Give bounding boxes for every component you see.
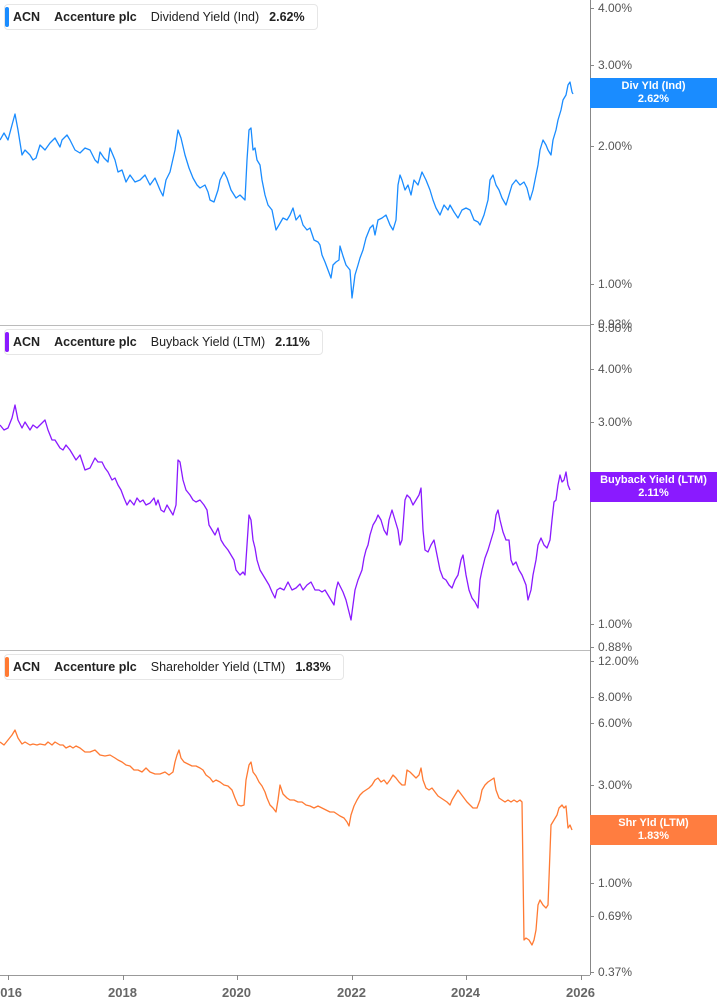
legend-dividend-yield[interactable]: ACN Accenture plc Dividend Yield (Ind) 2…: [4, 4, 318, 30]
x-tick-label: 2016: [0, 985, 22, 1000]
legend-metric: Buyback Yield (LTM): [150, 335, 266, 349]
dividend-yield-line: [0, 81, 574, 299]
y-tick: [590, 624, 594, 625]
y-tick: [590, 65, 594, 66]
y-tick: [590, 972, 594, 973]
x-tick-label: 2020: [222, 985, 251, 1000]
shareholder-yield-line: [0, 729, 573, 946]
y-tick-label: 5.00%: [598, 321, 633, 335]
panel-divider: [0, 650, 590, 651]
y-tick: [590, 8, 594, 9]
current-value-tag-shareholder: Shr Yld (LTM) 1.83%: [590, 815, 717, 845]
tag-value: 1.83%: [637, 830, 670, 842]
x-axis-line: [0, 975, 590, 976]
x-tick-label: 2026: [566, 985, 595, 1000]
tag-label: Shr Yld (LTM): [618, 817, 689, 829]
y-tick-label: 0.69%: [598, 909, 633, 923]
y-tick-label: 1.00%: [598, 876, 633, 890]
legend-ticker: ACN: [13, 10, 41, 24]
legend-ticker: ACN: [13, 335, 41, 349]
x-tick: [123, 975, 124, 980]
y-tick: [590, 369, 594, 370]
y-tick: [590, 324, 594, 325]
legend-company: Accenture plc: [54, 660, 137, 674]
panel-divider: [0, 325, 590, 326]
x-tick: [581, 975, 582, 980]
y-tick-label: 3.00%: [598, 778, 633, 792]
y-tick-label: 4.00%: [598, 1, 633, 15]
y-tick: [590, 146, 594, 147]
tag-label: Buyback Yield (LTM): [600, 474, 707, 486]
y-tick: [590, 661, 594, 662]
y-tick: [590, 723, 594, 724]
y-tick: [590, 883, 594, 884]
legend-value: 2.62%: [269, 10, 305, 24]
y-tick-label: 4.00%: [598, 362, 633, 376]
x-tick-label: 2022: [337, 985, 366, 1000]
series-color-swatch: [5, 332, 9, 352]
tag-label: Div Yld (Ind): [621, 80, 686, 92]
y-tick-label: 0.88%: [598, 640, 633, 654]
y-tick: [590, 697, 594, 698]
legend-metric: Shareholder Yield (LTM): [150, 660, 286, 674]
legend-metric: Dividend Yield (Ind): [150, 10, 260, 24]
legend-buyback-yield[interactable]: ACN Accenture plc Buyback Yield (LTM) 2.…: [4, 329, 323, 355]
y-tick-label: 8.00%: [598, 690, 633, 704]
legend-ticker: ACN: [13, 660, 41, 674]
y-tick-label: 1.00%: [598, 277, 633, 291]
y-tick-label: 1.00%: [598, 617, 633, 631]
series-color-swatch: [5, 657, 9, 677]
tag-value: 2.62%: [637, 93, 670, 105]
legend-company: Accenture plc: [54, 10, 137, 24]
y-tick-label: 0.93%: [598, 317, 633, 331]
x-tick: [8, 975, 9, 980]
y-tick: [590, 422, 594, 423]
y-tick-label: 6.00%: [598, 716, 633, 730]
series-color-swatch: [5, 7, 9, 27]
y-tick-label: 2.00%: [598, 139, 633, 153]
x-tick-label: 2024: [451, 985, 480, 1000]
current-value-tag-dividend: Div Yld (Ind) 2.62%: [590, 78, 717, 108]
tag-value: 2.11%: [638, 487, 669, 499]
legend-company: Accenture plc: [54, 335, 137, 349]
y-tick: [590, 785, 594, 786]
buyback-yield-line: [0, 404, 571, 621]
legend-value: 2.11%: [275, 335, 310, 349]
y-tick: [590, 916, 594, 917]
y-tick-label: 3.00%: [598, 415, 633, 429]
x-tick: [237, 975, 238, 980]
x-tick-label: 2018: [108, 985, 137, 1000]
y-tick: [590, 647, 594, 648]
y-tick-label: 0.37%: [598, 965, 633, 979]
x-tick: [352, 975, 353, 980]
legend-value: 1.83%: [295, 660, 331, 674]
x-tick: [466, 975, 467, 980]
y-tick: [590, 284, 594, 285]
legend-shareholder-yield[interactable]: ACN Accenture plc Shareholder Yield (LTM…: [4, 654, 344, 680]
y-tick-label: 3.00%: [598, 58, 633, 72]
y-tick-label: 12.00%: [598, 654, 639, 668]
current-value-tag-buyback: Buyback Yield (LTM) 2.11%: [590, 472, 717, 502]
